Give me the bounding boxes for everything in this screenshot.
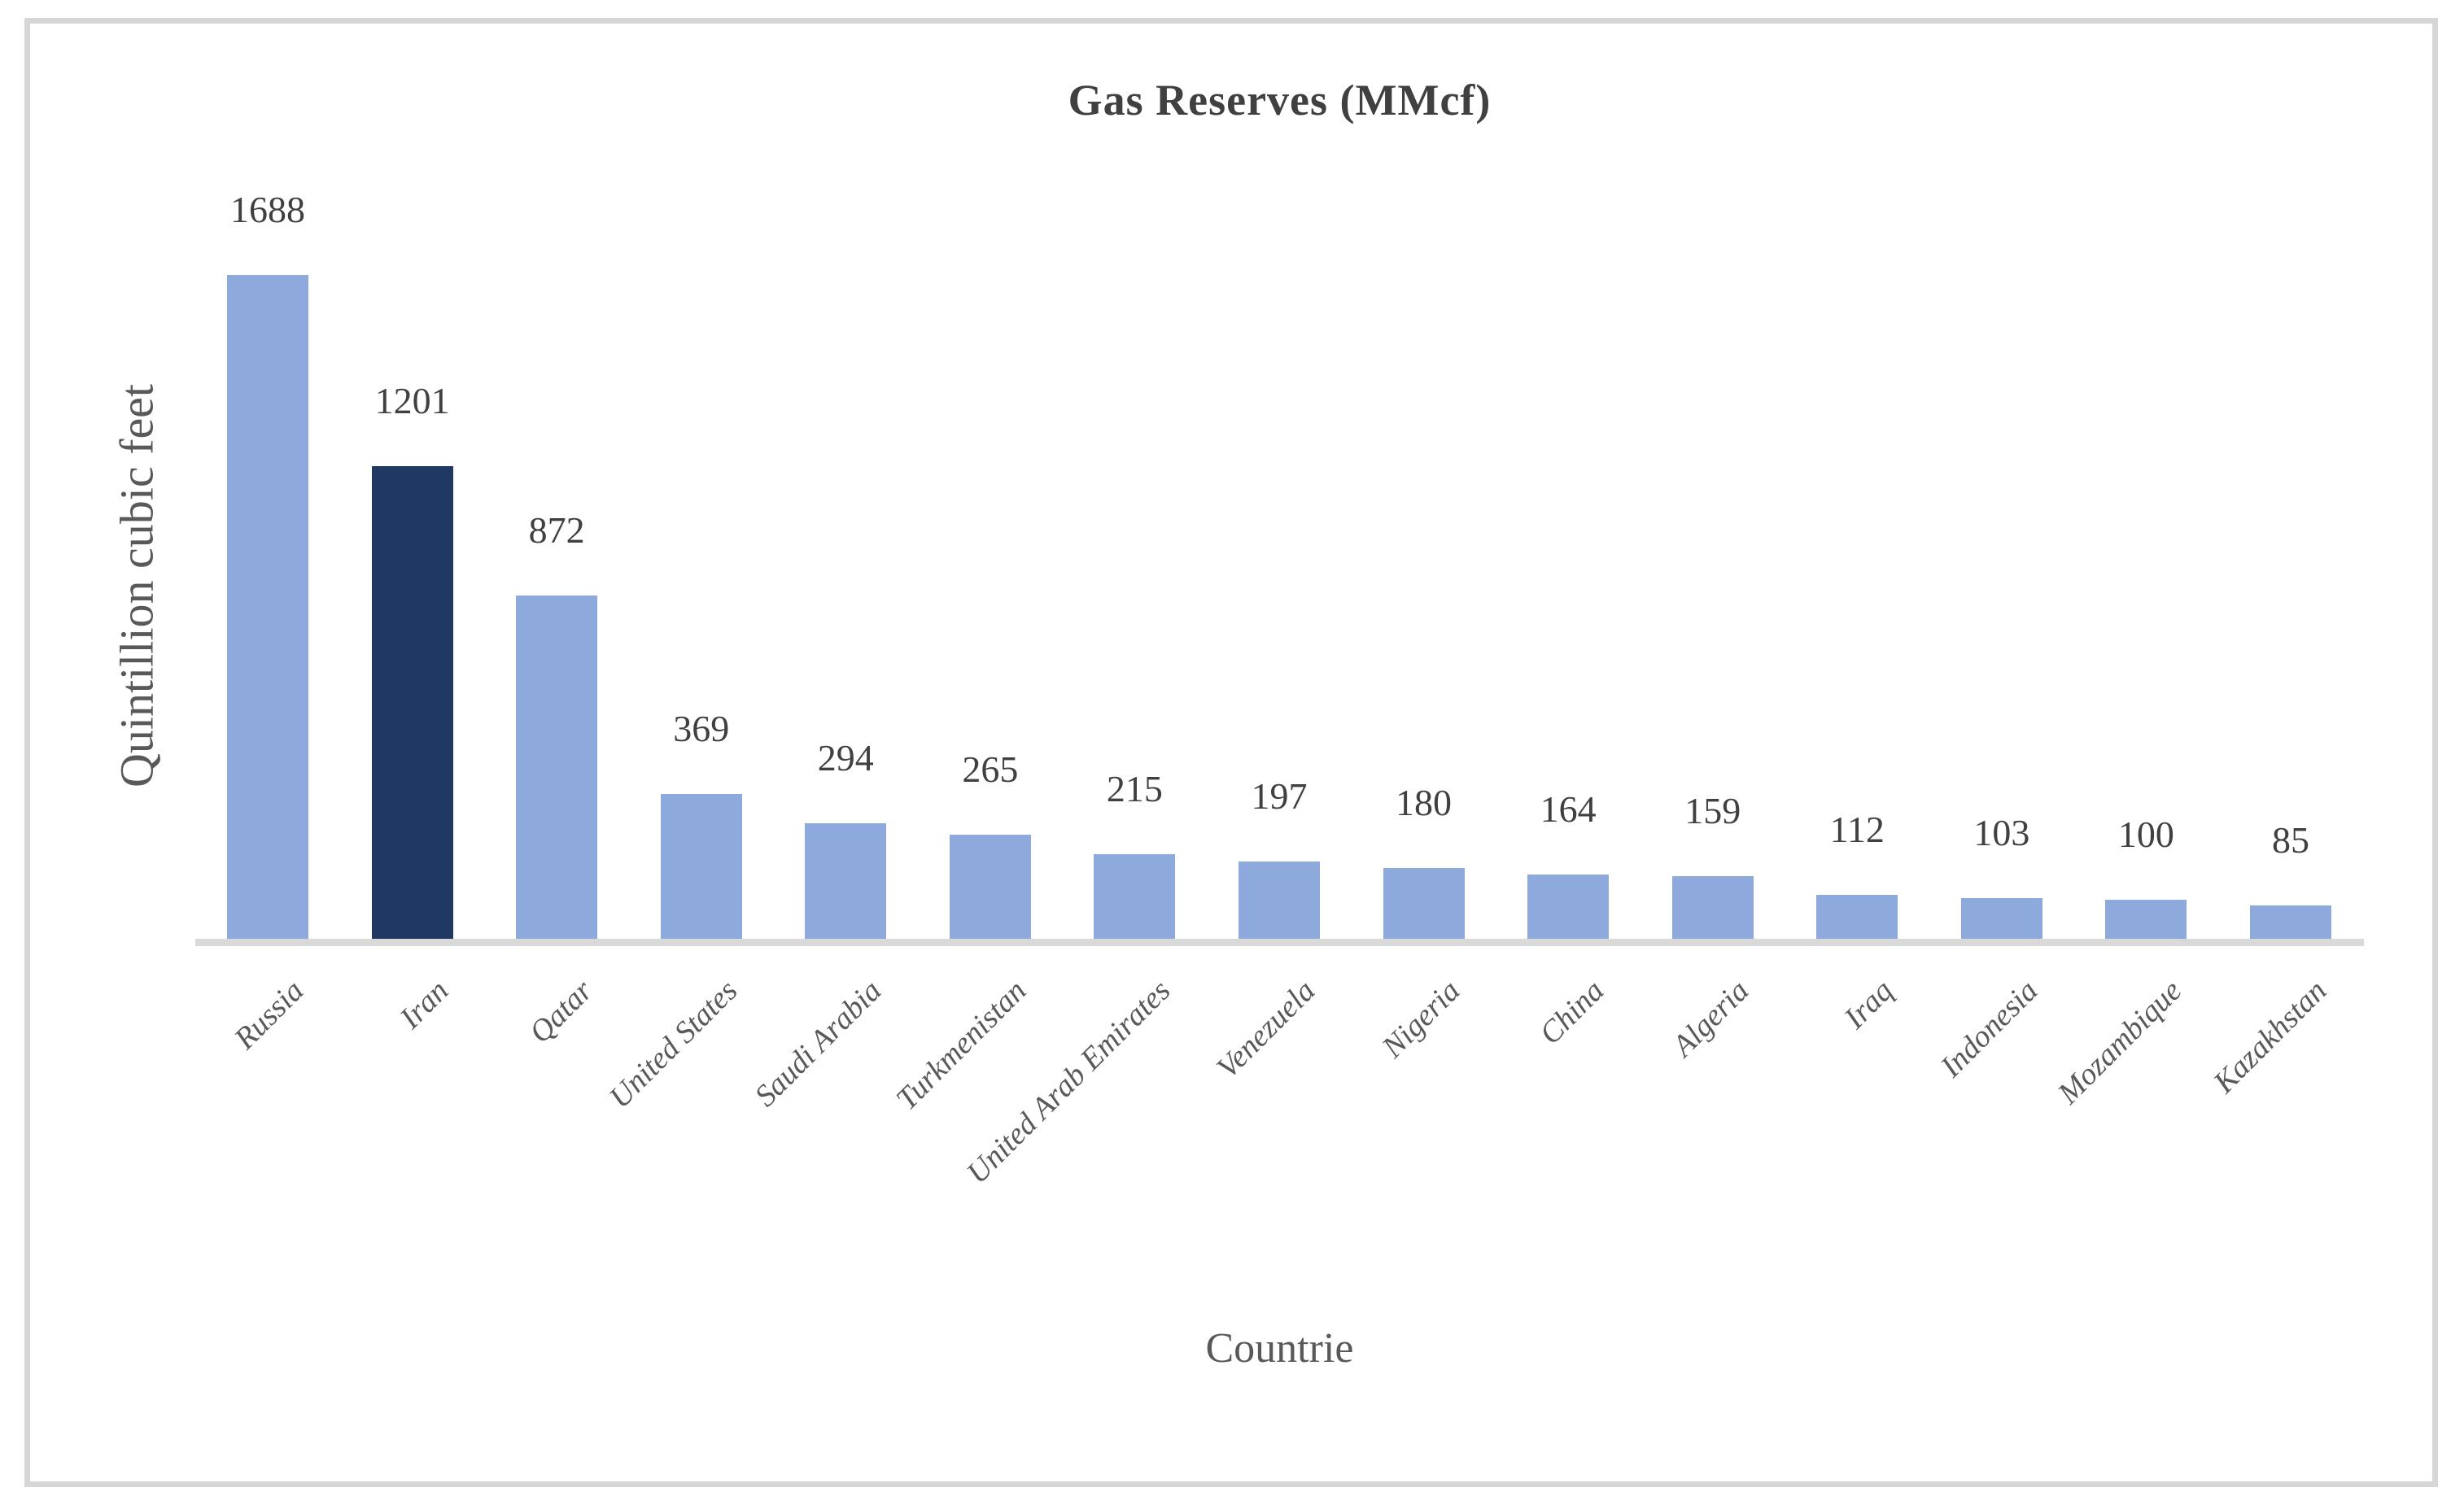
data-label-mozambique: 100 <box>2117 814 2174 855</box>
bar-kazakhstan <box>2249 905 2331 939</box>
bar-qatar <box>516 595 598 939</box>
y-axis-title: Quintillion cubic feet <box>110 383 164 788</box>
bar-iran <box>371 466 453 939</box>
data-label-qatar: 872 <box>528 509 585 551</box>
data-label-united-states: 369 <box>673 708 730 749</box>
data-label-saudi-arabia: 294 <box>817 737 874 779</box>
bar-iraq <box>1816 895 1898 939</box>
data-label-turkmenistan: 265 <box>962 748 1019 790</box>
bar-mozambique <box>2105 900 2187 939</box>
bar-algeria <box>1671 876 1754 939</box>
bar-united-arab-emirates <box>1094 854 1176 939</box>
bar-united-states <box>660 794 742 939</box>
data-label-kazakhstan: 85 <box>2271 819 2309 861</box>
x-axis-line <box>195 939 2364 946</box>
bar-china <box>1527 875 1610 939</box>
bar-venezuela <box>1238 862 1320 939</box>
bar-turkmenistan <box>949 835 1031 939</box>
data-label-china: 164 <box>1540 788 1597 830</box>
data-label-russia: 1688 <box>230 189 305 230</box>
data-label-indonesia: 103 <box>1973 812 2030 853</box>
data-label-iran: 1201 <box>374 380 450 421</box>
data-label-iraq: 112 <box>1829 809 1885 850</box>
data-label-nigeria: 180 <box>1396 782 1453 823</box>
x-axis-title: Countrie <box>1205 1325 1354 1372</box>
data-label-venezuela: 197 <box>1251 775 1308 817</box>
bar-russia <box>227 275 308 939</box>
chart-title: Gas Reserves (MMcf) <box>1068 76 1492 124</box>
bar-indonesia <box>1960 898 2042 939</box>
data-label-united-arab-emirates: 215 <box>1106 768 1163 809</box>
bar-nigeria <box>1383 868 1465 939</box>
bar-saudi-arabia <box>805 823 887 939</box>
data-label-algeria: 159 <box>1684 790 1741 831</box>
